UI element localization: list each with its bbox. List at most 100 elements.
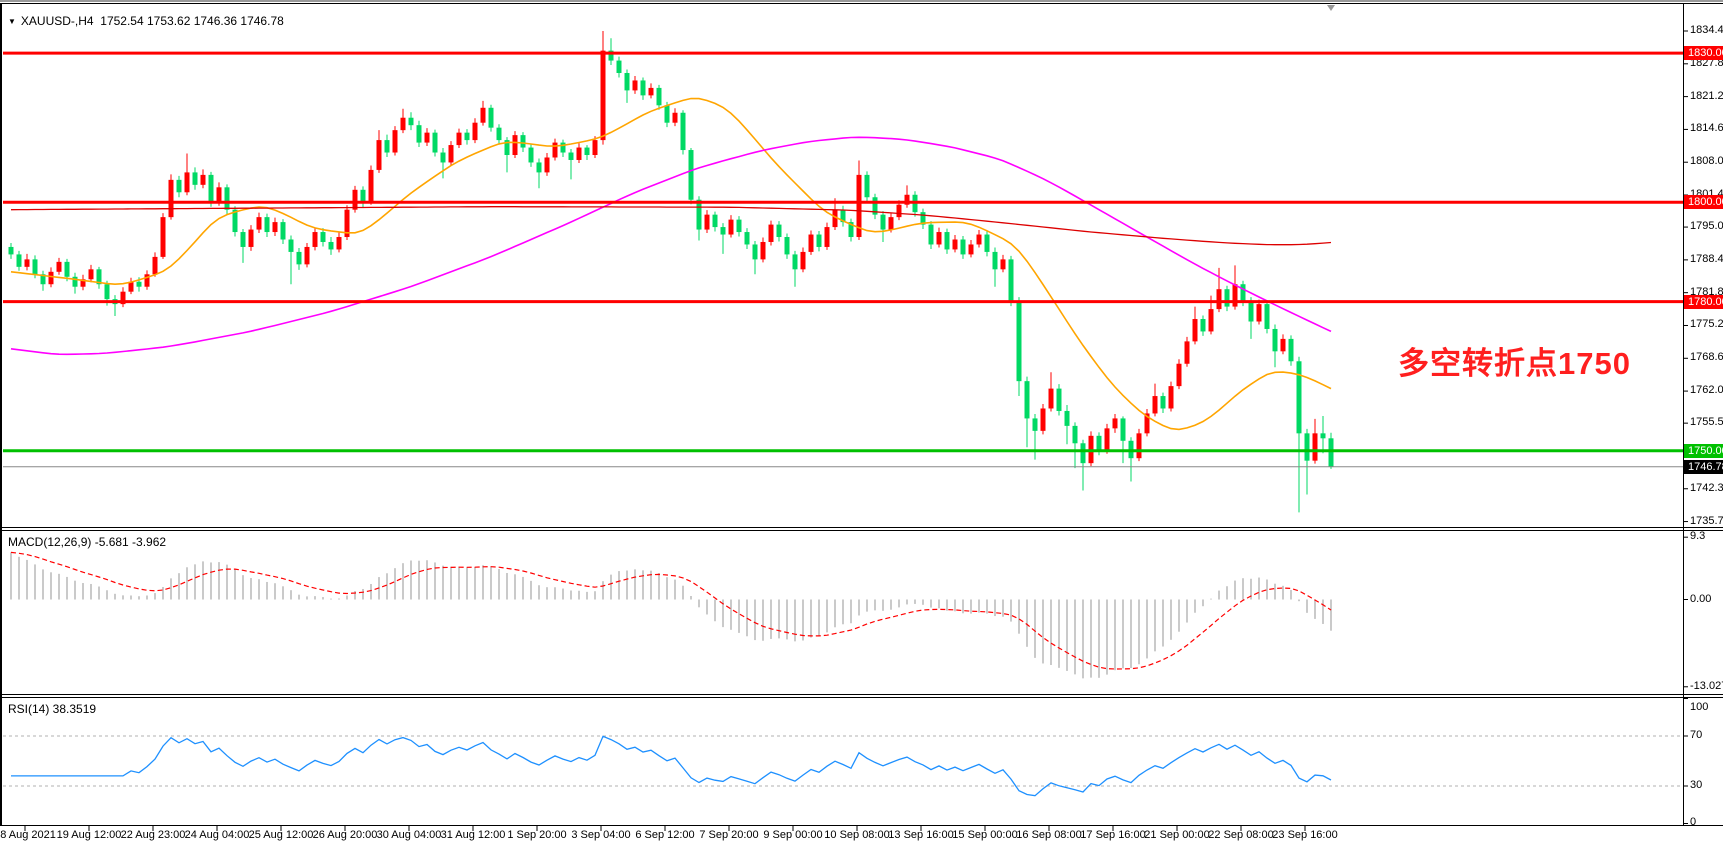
candle-bear (1200, 319, 1206, 332)
candle-bear (408, 117, 414, 126)
time-axis-label: 31 Aug 12:00 (440, 829, 506, 841)
time-axis-label: 25 Aug 12:00 (248, 829, 314, 841)
time-axis-label: 26 Aug 20:00 (312, 829, 378, 841)
candle-bear (328, 241, 334, 250)
symbol-dropdown-icon[interactable]: ▼ (8, 17, 16, 26)
candle-bull (200, 174, 206, 185)
candle-bear (1096, 435, 1102, 451)
candle-bear (1080, 443, 1086, 464)
candle-bull (88, 269, 94, 280)
candle-bull (1256, 304, 1262, 322)
candle-bull (1104, 428, 1110, 451)
candle-bear (1264, 304, 1270, 329)
candle-bear (992, 251, 998, 270)
candle-bull (1280, 338, 1286, 352)
candle-bear (1072, 425, 1078, 444)
candle-bear (32, 259, 38, 275)
candle-bull (648, 87, 654, 96)
time-axis-label: 30 Aug 04:00 (376, 829, 442, 841)
candle-bull (800, 251, 806, 270)
level-price-label: 1750.00 (1684, 443, 1723, 458)
time-axis-label: 1 Sep 20:00 (507, 829, 567, 841)
chart-shift-marker-icon[interactable] (1327, 5, 1335, 11)
candle-bull (760, 241, 766, 260)
candle-bear (504, 140, 510, 156)
candle-bull (1112, 418, 1118, 429)
candle-bear (384, 140, 390, 153)
macd-rsi-separator-a[interactable] (0, 694, 1723, 695)
main-macd-separator-b[interactable] (0, 530, 1723, 531)
candle-bear (440, 152, 446, 163)
candle-bull (1048, 388, 1054, 409)
candle-bear (624, 72, 630, 91)
candle-bull (248, 229, 254, 247)
level-price-label: 1800.00 (1684, 195, 1723, 210)
chart-title: ▼ XAUUSD-,H4 1752.54 1753.62 1746.36 1746… (8, 14, 284, 28)
price-axis-label: 1735.75 (1690, 514, 1723, 527)
current-price-label: 1746.78 (1684, 459, 1723, 474)
macd-axis-label: -13.027 (1690, 679, 1723, 692)
rsi-axis-label: 30 (1690, 779, 1703, 791)
candle-bear (176, 179, 182, 193)
candle-bull (728, 219, 734, 235)
time-axis-label: 17 Sep 16:00 (1080, 829, 1146, 841)
candle-bull (704, 214, 710, 230)
main-macd-separator-a[interactable] (0, 527, 1723, 528)
price-axis-label: 1762.00 (1690, 384, 1723, 397)
time-axis-label: 6 Sep 12:00 (635, 829, 695, 841)
candle-bull (896, 204, 902, 218)
price-annotation-text[interactable]: 多空转折点1750 (1398, 346, 1631, 381)
rsi-axis-label: 0 (1690, 816, 1697, 828)
candle-bear (536, 162, 542, 173)
candle-bull (344, 209, 350, 238)
candle-bull (1136, 433, 1142, 459)
candle-bull (832, 209, 838, 228)
macd-rsi-separator-b[interactable] (0, 697, 1723, 698)
candle-bull (1144, 413, 1150, 434)
candle-bear (1160, 396, 1166, 409)
candle-bear (1272, 328, 1278, 352)
candle-bull (936, 232, 942, 245)
candle-bull (1000, 259, 1006, 270)
candle-bear (744, 232, 750, 245)
candle-bull (632, 80, 638, 91)
candle-bear (720, 227, 726, 235)
candle-bull (952, 239, 958, 250)
candle-bear (464, 132, 470, 141)
candle-bear (208, 174, 214, 203)
candle-bull (672, 112, 678, 123)
rsi-line (11, 735, 1332, 797)
candle-bear (616, 60, 622, 73)
time-axis-label: 22 Aug 23:00 (120, 829, 186, 841)
candle-bear (944, 232, 950, 250)
macd-indicator-label: MACD(12,26,9) -5.681 -3.962 (8, 535, 167, 549)
candle-bull (1040, 408, 1046, 431)
candle-bear (696, 199, 702, 230)
candle-bear (1296, 361, 1302, 434)
candle-bear (1032, 418, 1038, 431)
candle-bear (848, 222, 854, 238)
price-axis-label: 1795.00 (1690, 220, 1723, 233)
candle-bear (792, 254, 798, 270)
price-axis-label: 1788.40 (1690, 252, 1723, 265)
candle-bull (976, 234, 982, 245)
candle-bear (8, 246, 14, 255)
time-axis-label: 16 Sep 08:00 (1016, 829, 1082, 841)
candle-bull (144, 274, 150, 287)
macd-axis-label: 9.3 (1690, 530, 1706, 543)
candle-bull (1216, 289, 1222, 310)
symbol-period-label: XAUUSD-,H4 (20, 14, 94, 28)
candle-bull (272, 222, 278, 233)
candle-bear (816, 234, 822, 247)
candle-bear (1016, 301, 1022, 382)
price-axis-label: 1814.65 (1690, 122, 1723, 135)
ma-slow-darkred (10, 206, 1332, 246)
candle-bull (472, 122, 478, 141)
rsi-axis-label: 70 (1690, 729, 1703, 741)
candle-bear (136, 281, 142, 287)
price-axis-label: 1808.05 (1690, 155, 1723, 168)
candle-bull (312, 232, 318, 247)
candle-bear (296, 251, 302, 265)
candle-bull (304, 246, 310, 265)
